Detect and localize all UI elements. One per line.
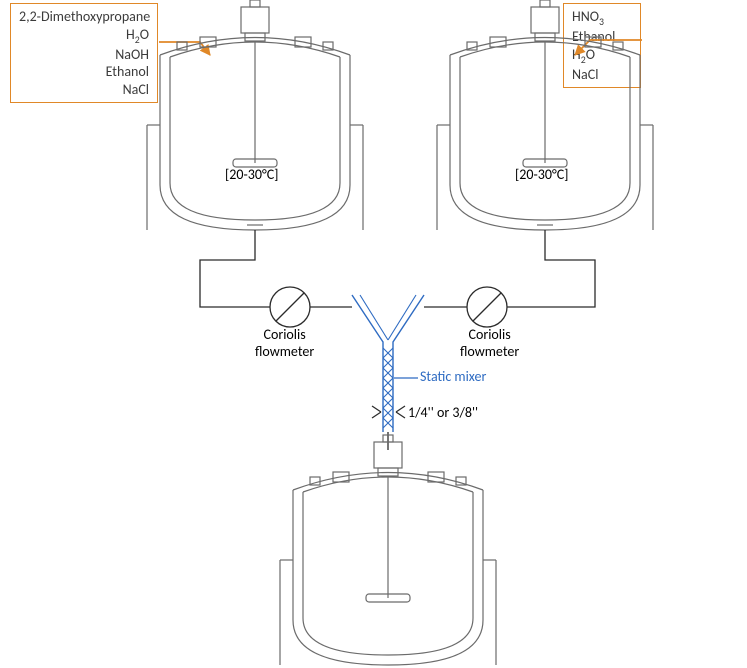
vessel-right bbox=[437, 0, 653, 230]
vessel-bottom bbox=[280, 435, 496, 665]
vessel-left bbox=[147, 0, 363, 230]
mixer-funnel bbox=[352, 295, 424, 432]
diagram-svg bbox=[0, 0, 747, 668]
flowmeter-right bbox=[467, 287, 507, 327]
pipe-left bbox=[200, 230, 270, 307]
flowmeter-left bbox=[270, 287, 310, 327]
pipe-right bbox=[507, 230, 595, 307]
